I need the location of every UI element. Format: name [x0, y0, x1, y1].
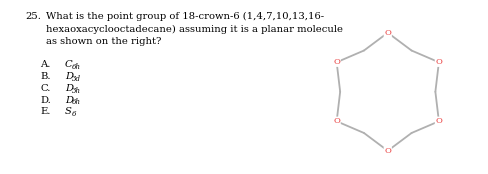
- Text: D: D: [65, 84, 73, 93]
- Text: O: O: [435, 117, 442, 125]
- Text: C: C: [65, 60, 73, 69]
- Text: hexaoxacyclooctadecane) assuming it is a planar molecule: hexaoxacyclooctadecane) assuming it is a…: [46, 25, 343, 34]
- Text: What is the point group of 18-crown-6 (1,4,7,10,13,16-: What is the point group of 18-crown-6 (1…: [46, 12, 324, 21]
- Text: O: O: [385, 29, 391, 37]
- Text: S: S: [65, 108, 72, 116]
- Text: D: D: [65, 72, 73, 81]
- Text: D: D: [65, 96, 73, 105]
- Text: 6: 6: [72, 110, 76, 118]
- Text: O: O: [435, 58, 442, 66]
- Text: E.: E.: [40, 108, 51, 116]
- Text: as shown on the right?: as shown on the right?: [46, 37, 162, 46]
- Text: A.: A.: [40, 60, 51, 69]
- Text: 3h: 3h: [72, 86, 81, 94]
- Text: 6h: 6h: [72, 63, 81, 71]
- Text: O: O: [385, 147, 391, 155]
- Text: 6h: 6h: [72, 98, 81, 106]
- Text: O: O: [333, 117, 340, 125]
- Text: B.: B.: [40, 72, 51, 81]
- Text: 3d: 3d: [72, 75, 81, 83]
- Text: C.: C.: [40, 84, 51, 93]
- Text: D.: D.: [40, 96, 51, 105]
- Text: 25.: 25.: [25, 12, 41, 21]
- Text: O: O: [333, 58, 340, 66]
